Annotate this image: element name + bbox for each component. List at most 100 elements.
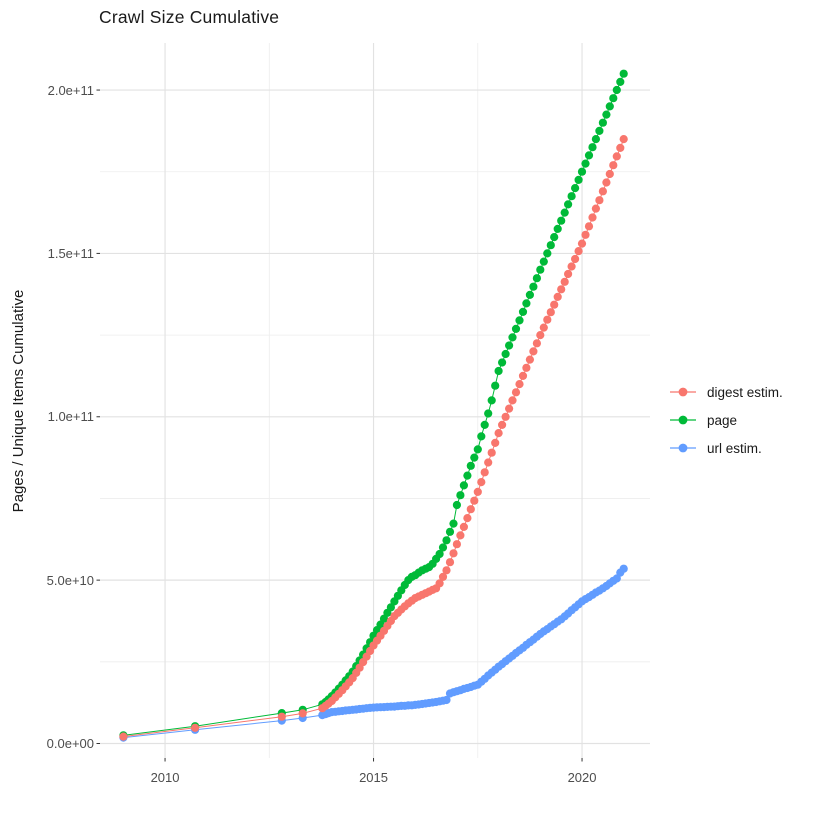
- data-point: [487, 448, 496, 457]
- data-point: [529, 282, 538, 291]
- data-point: [522, 363, 531, 372]
- legend-label: page: [707, 412, 738, 428]
- data-point: [550, 300, 559, 309]
- data-point: [466, 461, 475, 470]
- data-point: [473, 487, 482, 496]
- data-point: [609, 161, 618, 170]
- data-point: [484, 458, 493, 467]
- data-point: [435, 579, 444, 588]
- data-point: [445, 527, 455, 536]
- data-point: [588, 143, 597, 152]
- data-point: [567, 192, 576, 201]
- data-point: [505, 341, 514, 350]
- data-point: [612, 574, 621, 583]
- data-point: [598, 187, 608, 196]
- data-point: [376, 620, 385, 629]
- gridlines-minor: [100, 43, 650, 758]
- data-point: [515, 380, 524, 389]
- data-point: [577, 167, 587, 176]
- data-point: [522, 299, 531, 308]
- data-point: [491, 438, 500, 447]
- data-point: [577, 239, 587, 248]
- data-point: [449, 519, 458, 528]
- data-point: [191, 723, 200, 732]
- data-point: [616, 77, 625, 86]
- data-point: [386, 603, 395, 612]
- legend-item-url: url estim.: [668, 434, 783, 462]
- data-point: [612, 152, 621, 161]
- data-point: [480, 468, 489, 477]
- data-point: [539, 323, 548, 332]
- data-point: [529, 347, 538, 356]
- data-point: [456, 531, 465, 540]
- data-point: [588, 213, 597, 222]
- series-digest-estim: [119, 135, 628, 741]
- data-point: [505, 404, 514, 413]
- data-point: [571, 254, 580, 264]
- legend: digest estim. page url estim.: [668, 378, 783, 462]
- data-point: [525, 290, 535, 299]
- gridlines-major: [100, 43, 650, 758]
- data-point: [619, 135, 628, 144]
- data-point: [498, 420, 507, 429]
- data-point: [277, 712, 286, 721]
- data-point: [515, 316, 524, 325]
- data-point: [560, 208, 569, 217]
- data-point: [581, 230, 590, 239]
- data-point: [449, 549, 458, 558]
- data-point: [616, 143, 625, 152]
- data-point: [571, 184, 580, 193]
- data-point: [591, 204, 601, 213]
- data-point: [438, 572, 448, 582]
- data-point: [470, 496, 479, 505]
- data-point: [546, 241, 555, 250]
- y-tick-label: 1.0e+11: [47, 409, 94, 425]
- page-series-key-icon: [670, 415, 696, 425]
- data-point: [442, 566, 451, 575]
- data-point: [494, 429, 503, 438]
- data-point: [584, 222, 594, 231]
- data-point: [518, 371, 528, 380]
- data-point: [619, 69, 628, 78]
- data-point: [452, 540, 461, 549]
- y-tick-label: 1.5e+11: [47, 245, 94, 261]
- data-point: [602, 110, 611, 119]
- y-tick-label: 5.0e+10: [46, 572, 94, 588]
- data-point: [480, 420, 489, 429]
- axis-ticks: [96, 89, 583, 762]
- data-point: [508, 396, 517, 405]
- legend-label: digest estim.: [707, 384, 783, 400]
- data-point: [473, 445, 482, 454]
- data-point: [591, 135, 601, 144]
- data-point: [298, 709, 307, 718]
- data-point: [438, 543, 448, 552]
- data-point: [536, 331, 545, 340]
- legend-label: url estim.: [707, 440, 762, 456]
- data-point: [605, 102, 614, 111]
- data-point: [498, 358, 507, 367]
- data-point: [550, 233, 559, 242]
- chart-title: Crawl Size Cumulative: [99, 7, 280, 27]
- data-point: [543, 249, 552, 258]
- x-tick-label: 2010: [150, 770, 180, 785]
- data-point: [525, 355, 535, 364]
- data-point: [442, 536, 451, 545]
- data-point: [511, 388, 521, 397]
- data-point: [567, 262, 576, 271]
- data-point: [511, 324, 521, 333]
- data-point: [536, 265, 545, 274]
- data-point: [532, 274, 542, 283]
- data-point: [463, 514, 472, 523]
- data-point: [564, 200, 573, 209]
- data-point: [501, 412, 510, 421]
- data-point: [452, 500, 461, 510]
- data-point: [518, 307, 528, 316]
- legend-item-page: page: [668, 406, 783, 434]
- data-point: [574, 175, 583, 184]
- y-axis-title: Pages / Unique Items Cumulative: [10, 289, 27, 513]
- x-tick-label: 2020: [567, 770, 597, 785]
- data-point: [470, 453, 479, 462]
- data-point: [477, 432, 486, 441]
- digest-series-key-icon: [670, 387, 696, 397]
